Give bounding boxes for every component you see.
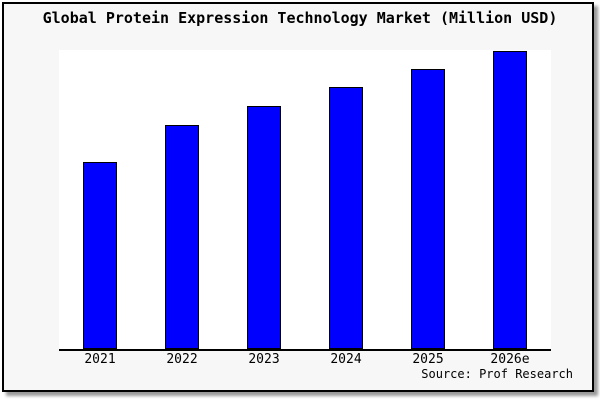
- x-tick-label-2026e: 2026e: [490, 352, 530, 367]
- x-tick-label-2022: 2022: [166, 352, 198, 367]
- bar-2021: [83, 162, 117, 349]
- x-tick-label-2025: 2025: [412, 352, 444, 367]
- chart-title: Global Protein Expression Technology Mar…: [42, 9, 558, 27]
- bar-2025: [411, 69, 445, 349]
- bar-2022: [165, 125, 199, 349]
- plot-area: [59, 50, 551, 351]
- x-tick-label-2023: 2023: [248, 352, 280, 367]
- bar-2023: [247, 106, 281, 349]
- source-note: Source: Prof Research: [421, 367, 573, 381]
- x-tick-label-2021: 2021: [84, 352, 116, 367]
- x-tick-label-2024: 2024: [330, 352, 362, 367]
- bar-2026e: [493, 51, 527, 349]
- bar-2024: [329, 87, 363, 349]
